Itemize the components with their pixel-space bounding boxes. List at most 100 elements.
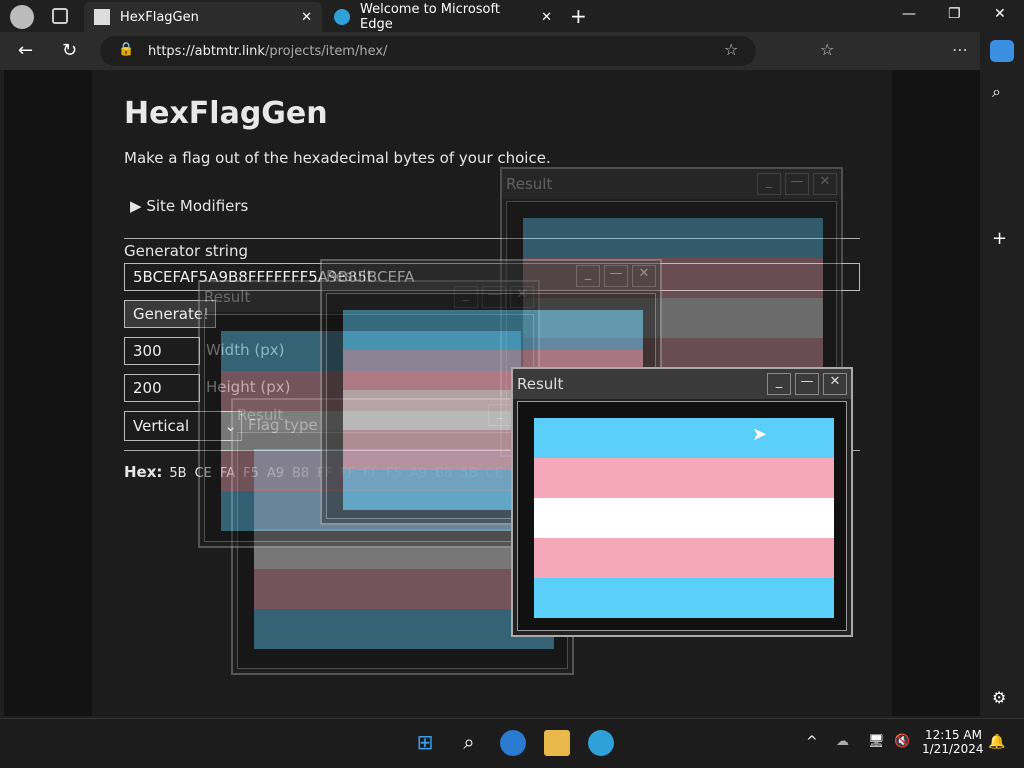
flag-type-label: Flag type — [248, 416, 318, 434]
generator-input[interactable]: 5BCEFAF5A9B8FFFFFFF5A9B85BCEFA — [124, 263, 860, 291]
flag-image — [254, 449, 554, 649]
close-button[interactable]: ✕ — [823, 373, 847, 395]
lock-icon[interactable]: 🔒 — [118, 42, 135, 57]
hex-byte: B8 — [292, 466, 309, 481]
minimize-button[interactable]: _ — [454, 286, 478, 308]
back-icon[interactable]: ← — [18, 40, 34, 61]
file-explorer-icon[interactable] — [544, 730, 570, 756]
page-title: HexFlagGen — [124, 96, 328, 131]
hex-byte: FF — [363, 466, 378, 481]
minimize-button[interactable]: _ — [757, 173, 781, 195]
add-sidebar-icon[interactable]: + — [992, 228, 1008, 249]
flag-stripe — [534, 418, 834, 458]
flag-stripe — [523, 218, 823, 258]
result-window-ghost[interactable]: Result _ — ✕ — [198, 280, 540, 548]
settings-gear-icon[interactable]: ⚙ — [992, 688, 1007, 707]
address-input[interactable]: https://abtmtr.link/projects/item/hex/ — [100, 36, 756, 66]
minimize-button[interactable]: _ — [767, 373, 791, 395]
edge-taskbar-icon[interactable] — [588, 730, 614, 756]
edge-beta-icon[interactable] — [500, 730, 526, 756]
tab-hexflaggen[interactable]: HexFlagGen ✕ — [84, 2, 322, 32]
hex-byte: FF — [317, 466, 332, 481]
hex-byte: F5 — [243, 466, 259, 481]
chevron-down-icon: ⌄ — [224, 417, 241, 435]
hex-byte: A9 — [410, 466, 427, 481]
flag-stripe — [221, 491, 521, 531]
clock[interactable]: 12:15 AM 1/21/2024 — [922, 728, 984, 756]
onedrive-icon[interactable]: ☁ — [836, 734, 849, 749]
site-modifiers-toggle[interactable]: ▶ Site Modifiers — [130, 197, 249, 215]
flag-stripe — [221, 411, 521, 451]
profile-avatar[interactable] — [10, 5, 34, 29]
generate-button[interactable]: Generate! — [124, 300, 216, 328]
hex-byte: FA — [220, 466, 235, 481]
hex-byte: CE — [485, 466, 502, 481]
minimize-window-button[interactable]: — — [902, 6, 916, 22]
close-button[interactable]: ✕ — [632, 265, 656, 287]
flag-type-select[interactable]: Vertical⌄ — [124, 411, 242, 441]
refresh-icon[interactable]: ↻ — [62, 40, 78, 61]
copilot-icon[interactable] — [990, 40, 1014, 62]
hex-readout: Hex:5BCEFAF5A9B8FFFFFFF5A9B85BCEFA — [124, 463, 526, 481]
page-subtitle: Make a flag out of the hexadecimal bytes… — [124, 149, 551, 167]
maximize-button[interactable]: — — [604, 265, 628, 287]
maximize-button[interactable]: — — [795, 373, 819, 395]
show-hidden-icons[interactable]: ^ — [806, 734, 818, 750]
minimize-button[interactable]: _ — [576, 265, 600, 287]
close-tab-icon[interactable]: ✕ — [301, 9, 312, 25]
hex-byte: B8 — [435, 466, 452, 481]
close-tab-icon[interactable]: ✕ — [541, 9, 552, 25]
maximize-button[interactable]: — — [785, 173, 809, 195]
edge-icon — [334, 9, 350, 25]
flag-stripe — [221, 451, 521, 491]
close-button[interactable]: ✕ — [510, 286, 534, 308]
flag-stripe — [254, 449, 554, 489]
height-label: Height (px) — [206, 378, 290, 396]
flag-stripe — [254, 569, 554, 609]
start-windows-icon[interactable]: ⊞ — [416, 730, 434, 754]
divider — [124, 450, 860, 451]
notifications-bell-icon[interactable]: 🔔 — [988, 734, 1006, 750]
flag-canvas-frame — [517, 401, 847, 631]
divider — [124, 238, 860, 239]
mouse-cursor: ➤ — [752, 424, 768, 445]
hex-byte: F5 — [386, 466, 402, 481]
window-title: Result — [200, 282, 538, 312]
hex-byte: FF — [340, 466, 355, 481]
hex-byte: 5B — [169, 466, 187, 481]
search-icon[interactable]: ⌕ — [992, 82, 1001, 101]
favicon-icon — [94, 9, 110, 25]
width-input[interactable]: 300 — [124, 337, 200, 365]
network-icon[interactable]: 🖥 — [868, 734, 885, 749]
width-label: Width (px) — [206, 341, 284, 359]
maximize-button[interactable]: — — [482, 286, 506, 308]
flag-stripe — [534, 458, 834, 498]
favorites-icon[interactable]: ☆ — [820, 40, 835, 59]
flag-image — [221, 331, 521, 531]
more-menu-icon[interactable]: ⋯ — [952, 40, 968, 59]
generator-label: Generator string — [124, 242, 248, 260]
tab-edge-welcome[interactable]: Welcome to Microsoft Edge ✕ — [324, 2, 562, 32]
flag-stripe — [254, 529, 554, 569]
taskbar — [0, 718, 1024, 768]
close-button[interactable]: ✕ — [813, 173, 837, 195]
flag-stripe — [254, 609, 554, 649]
result-window[interactable]: Result _ — ✕ — [511, 367, 853, 637]
new-tab-button[interactable]: + — [570, 4, 587, 28]
flag-stripe — [534, 498, 834, 538]
flag-stripe — [343, 310, 643, 350]
window-title: Result — [513, 369, 851, 399]
restore-window-button[interactable]: ❐ — [948, 6, 961, 22]
tab-actions-icon[interactable] — [52, 8, 68, 24]
flag-stripe — [523, 298, 823, 338]
height-input[interactable]: 200 — [124, 374, 200, 402]
window-title: Result — [502, 169, 841, 199]
search-taskbar-icon[interactable]: ⌕ — [463, 730, 475, 754]
favorite-star-icon[interactable]: ☆ — [724, 40, 739, 59]
flag-stripe — [523, 258, 823, 298]
flag-stripe — [534, 578, 834, 618]
close-window-button[interactable]: ✕ — [994, 6, 1006, 22]
window-title: Result — [322, 261, 660, 291]
volume-muted-icon[interactable]: 🔇 — [894, 734, 911, 749]
flag-image — [534, 418, 834, 618]
